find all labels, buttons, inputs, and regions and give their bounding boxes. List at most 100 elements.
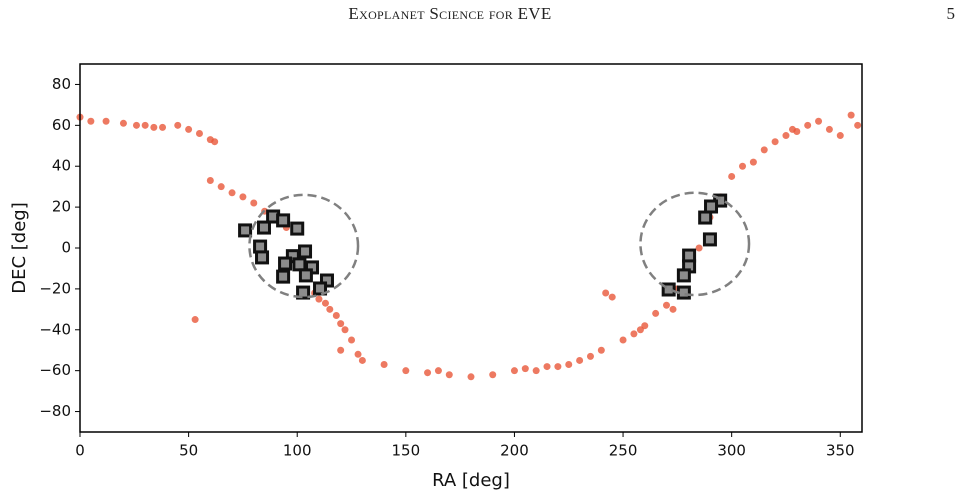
square-marker — [238, 223, 253, 238]
y-tick-label: 0 — [61, 239, 71, 257]
point — [185, 125, 193, 133]
square-marker — [296, 285, 311, 300]
square-marker — [676, 268, 691, 283]
point — [565, 361, 573, 369]
point — [228, 189, 236, 197]
x-tick-label: 200 — [500, 442, 529, 460]
point — [630, 330, 638, 338]
square-marker — [276, 213, 291, 228]
point — [195, 130, 203, 138]
point — [434, 367, 442, 375]
dashed-circle — [639, 191, 751, 297]
point — [341, 326, 349, 334]
y-axis-label: DEC [deg] — [9, 202, 30, 294]
point — [358, 356, 366, 364]
point — [825, 125, 833, 133]
point — [532, 367, 540, 375]
point — [854, 121, 862, 129]
x-tick-label: 100 — [283, 442, 312, 460]
point — [510, 367, 518, 375]
y-tick-label: −80 — [39, 402, 71, 420]
point — [602, 289, 610, 297]
point — [728, 172, 736, 180]
point — [402, 367, 410, 375]
square-marker — [298, 244, 313, 259]
point — [467, 373, 475, 381]
square-marker — [313, 281, 328, 296]
plot-frame — [79, 63, 863, 433]
y-tick-label: 80 — [52, 75, 71, 93]
y-tick-label: −20 — [39, 279, 71, 297]
point — [321, 299, 329, 307]
running-title: Exoplanet Science for EVE — [348, 4, 552, 23]
square-marker — [676, 285, 691, 300]
square-marker — [255, 250, 270, 265]
point — [489, 371, 497, 379]
point — [141, 121, 149, 129]
x-tick-label: 350 — [826, 442, 855, 460]
point — [586, 352, 594, 360]
point — [521, 365, 529, 373]
point — [641, 322, 649, 330]
square-marker — [278, 256, 293, 271]
point — [739, 162, 747, 170]
square-marker — [256, 220, 271, 235]
point — [760, 146, 768, 154]
square-marker — [702, 232, 717, 247]
y-tick-label: 20 — [52, 198, 71, 216]
x-tick-label: 150 — [392, 442, 421, 460]
point — [159, 123, 167, 131]
point — [815, 117, 823, 125]
point — [315, 295, 323, 303]
x-tick-label: 0 — [75, 442, 85, 460]
page-number: 5 — [946, 4, 956, 23]
dashed-circle — [248, 193, 360, 299]
point — [191, 316, 199, 324]
point — [150, 123, 158, 131]
point — [804, 121, 812, 129]
point — [337, 346, 345, 354]
x-tick-label: 50 — [179, 442, 198, 460]
point — [211, 138, 219, 146]
point — [348, 336, 356, 344]
point — [337, 320, 345, 328]
point — [749, 158, 757, 166]
square-marker — [704, 199, 719, 214]
point — [102, 117, 110, 125]
y-tick-label: 60 — [52, 116, 71, 134]
square-marker — [290, 221, 305, 236]
square-marker — [698, 210, 713, 225]
point — [652, 309, 660, 317]
point — [119, 119, 127, 127]
point — [217, 183, 225, 191]
point — [87, 117, 95, 125]
point — [782, 132, 790, 140]
square-marker — [298, 268, 313, 283]
point — [380, 361, 388, 369]
point — [332, 311, 340, 319]
point — [669, 305, 677, 313]
square-marker — [661, 282, 676, 297]
y-tick-label: −40 — [39, 320, 71, 338]
point — [206, 177, 214, 185]
square-marker — [276, 269, 291, 284]
point — [250, 199, 258, 207]
point — [608, 293, 616, 301]
point — [543, 363, 551, 371]
point — [836, 132, 844, 140]
square-marker — [292, 257, 307, 272]
point — [576, 356, 584, 364]
point — [326, 305, 334, 313]
point — [663, 301, 670, 309]
x-tick-label: 250 — [609, 442, 638, 460]
point — [771, 138, 779, 146]
point — [847, 111, 855, 119]
point — [695, 244, 703, 252]
y-tick-label: 40 — [52, 157, 71, 175]
point — [554, 363, 562, 371]
x-axis-label: RA [deg] — [432, 470, 510, 491]
point — [619, 336, 627, 344]
point — [597, 346, 605, 354]
